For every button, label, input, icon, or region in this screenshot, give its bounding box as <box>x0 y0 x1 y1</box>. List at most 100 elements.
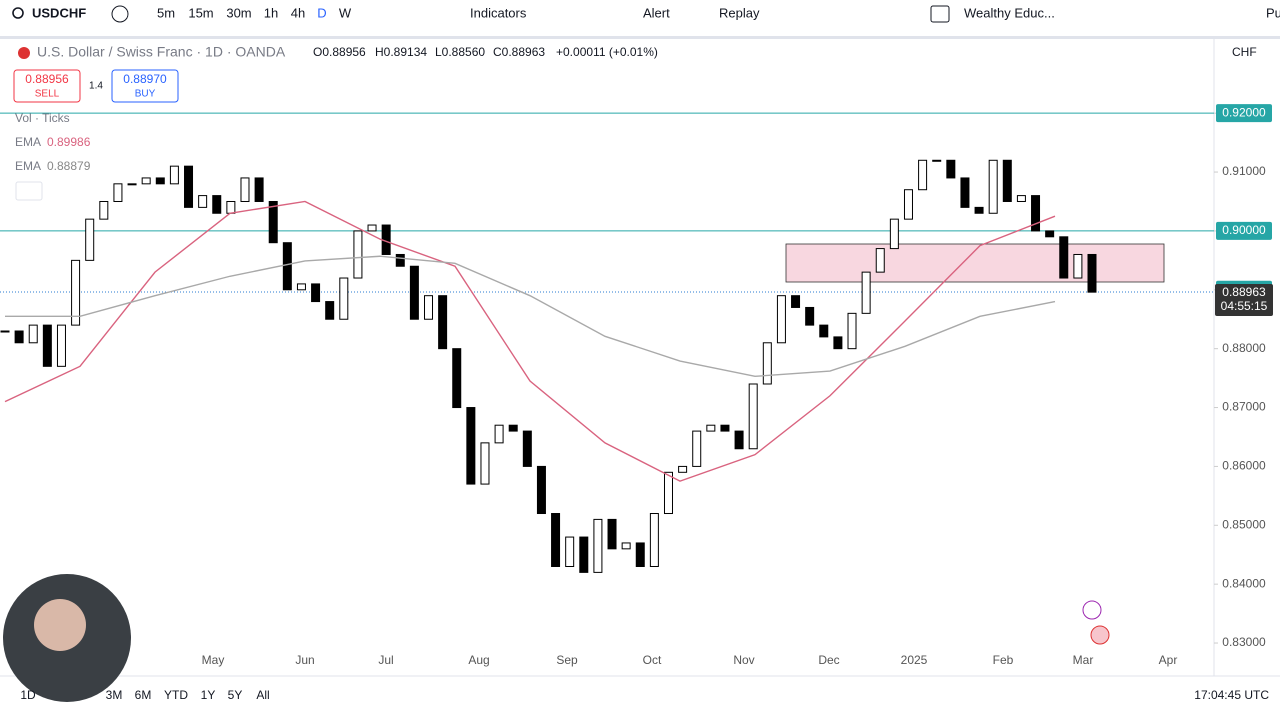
range-button[interactable]: 1Y <box>201 688 216 702</box>
candle <box>593 518 603 573</box>
candle <box>169 165 179 185</box>
candle <box>833 336 843 350</box>
time-label: Feb <box>993 653 1014 667</box>
candle <box>720 424 730 432</box>
candle <box>42 324 52 367</box>
candle <box>254 177 264 202</box>
buy-price[interactable]: 0.88970 <box>123 72 167 86</box>
candle <box>339 277 349 320</box>
sell-label[interactable]: SELL <box>35 89 60 100</box>
interval[interactable]: 15m <box>188 5 213 20</box>
candle <box>805 306 815 326</box>
candle <box>494 424 504 444</box>
add-icon[interactable] <box>111 5 129 23</box>
candle <box>579 536 589 573</box>
range-button[interactable]: 5Y <box>228 688 243 702</box>
candle <box>748 383 758 450</box>
candle <box>1087 253 1097 293</box>
time-label: Aug <box>468 653 489 667</box>
ema-name: EMA <box>15 159 41 173</box>
interval[interactable]: 5m <box>157 5 175 20</box>
candle <box>861 271 871 314</box>
buy-button[interactable] <box>111 69 179 103</box>
bottom-bar <box>0 676 1280 720</box>
candle <box>649 513 659 567</box>
ohlc-value: C0.88963 <box>493 45 545 59</box>
symbol[interactable]: USDCHF <box>32 5 86 20</box>
publish-button[interactable] <box>1260 0 1280 30</box>
candle <box>903 189 913 220</box>
candle <box>536 465 546 515</box>
y-tick-label: 0.86000 <box>1222 459 1266 473</box>
candle <box>692 430 702 467</box>
event-icon[interactable] <box>1082 600 1102 620</box>
candle <box>268 200 278 244</box>
toolbar <box>0 0 1280 36</box>
ohlc-value: L0.88560 <box>435 45 485 59</box>
candle <box>791 295 801 308</box>
candle <box>988 159 998 214</box>
y-tick-label: 0.84000 <box>1222 576 1266 590</box>
y-tick-label: 0.85000 <box>1222 517 1266 531</box>
range-button[interactable]: 1D <box>20 688 36 702</box>
candle <box>974 206 984 214</box>
candle <box>819 324 829 338</box>
interval[interactable]: 4h <box>291 5 305 20</box>
volume-study: Vol · Ticks <box>15 111 70 125</box>
candle <box>424 295 434 320</box>
clock: 17:04:45 UTC <box>1194 688 1269 702</box>
time-label: Dec <box>818 653 839 667</box>
layout-name[interactable]: Wealthy Educ... <box>964 5 1055 20</box>
candle <box>776 295 786 344</box>
candle <box>1073 253 1083 279</box>
interval[interactable]: D <box>317 5 326 20</box>
ohlc-value: H0.89134 <box>375 45 427 59</box>
range-button[interactable]: YTD <box>164 688 188 702</box>
candle <box>14 330 24 344</box>
level-badge <box>1216 104 1272 123</box>
candle <box>438 295 448 350</box>
candle <box>847 312 857 350</box>
replay-button[interactable]: Replay <box>719 5 760 20</box>
ema-line <box>5 255 1056 378</box>
currency[interactable]: CHF <box>1232 45 1257 59</box>
y-tick-label: 0.92000 <box>1222 105 1266 119</box>
range-button[interactable]: 3M <box>106 688 123 702</box>
candle <box>240 177 250 202</box>
sell-price[interactable]: 0.88956 <box>25 72 69 86</box>
candle <box>212 195 222 214</box>
current-badge <box>1215 283 1273 316</box>
candle <box>198 195 208 208</box>
sell-button[interactable] <box>13 69 81 103</box>
candle <box>296 283 306 291</box>
collapse-button[interactable] <box>15 181 43 201</box>
y-tick-label: 0.88000 <box>1222 341 1266 355</box>
candle <box>85 218 95 261</box>
time-label: Apr <box>1159 653 1178 667</box>
interval[interactable]: W <box>339 5 352 20</box>
interval[interactable]: 1h <box>264 5 278 20</box>
candle <box>607 518 617 550</box>
search-icon[interactable] <box>12 7 24 19</box>
ema-value: 0.88879 <box>47 159 91 173</box>
candle <box>99 200 109 220</box>
layout-icon[interactable] <box>930 5 950 23</box>
alert-button[interactable]: Alert <box>643 5 670 20</box>
publish-label[interactable]: Pu <box>1266 5 1280 20</box>
buy-label[interactable]: BUY <box>135 89 156 100</box>
range-button[interactable]: All <box>256 688 269 702</box>
candle <box>1031 195 1041 232</box>
candle <box>678 465 688 473</box>
candle <box>353 230 363 279</box>
interval[interactable]: 30m <box>226 5 251 20</box>
event-icon[interactable] <box>1090 625 1110 645</box>
candle <box>367 224 377 232</box>
range-button[interactable]: 6M <box>135 688 152 702</box>
y-tick-label: 0.91000 <box>1222 164 1266 178</box>
indicators-button[interactable]: Indicators <box>470 5 527 20</box>
candle <box>960 177 970 208</box>
candle <box>311 283 321 303</box>
candle <box>127 183 137 186</box>
legend-title: U.S. Dollar / Swiss Franc · 1D · OANDA <box>37 44 286 60</box>
countdown: 04:55:15 <box>1221 299 1268 313</box>
